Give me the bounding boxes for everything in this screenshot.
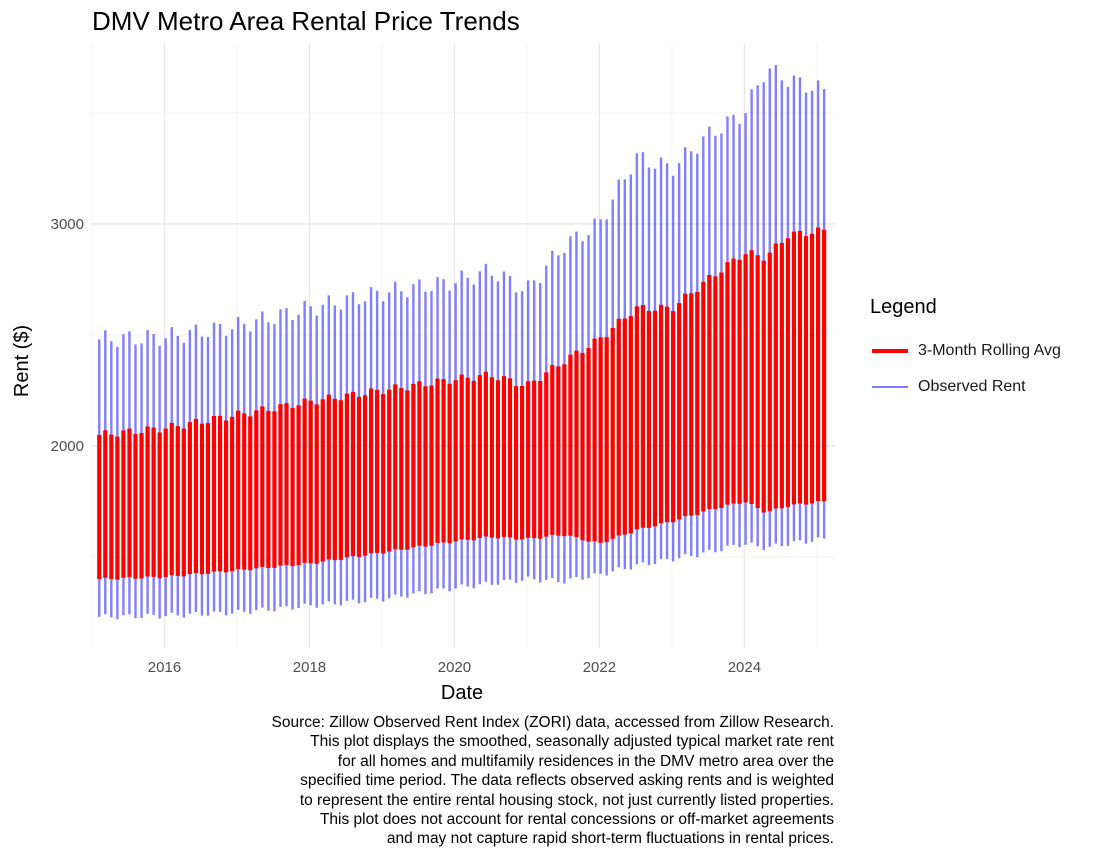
y-tick-label: 3000 <box>51 216 84 233</box>
caption-line: Source: Zillow Observed Rent Index (ZORI… <box>271 713 834 732</box>
caption-line: This plot does not account for rental co… <box>271 810 834 829</box>
legend-item-rolling-avg: 3-Month Rolling Avg <box>870 333 1061 369</box>
caption-line: to represent the entire rental housing s… <box>271 791 834 810</box>
legend-item-observed-rent: Observed Rent <box>870 369 1061 405</box>
caption-line: for all homes and multifamily residences… <box>271 752 834 771</box>
x-axis-title: Date <box>441 682 483 700</box>
legend-key-rolling-avg <box>870 345 910 357</box>
x-tick-label: 2022 <box>583 659 616 676</box>
legend: Legend 3-Month Rolling Avg Observed Rent <box>870 296 1061 405</box>
x-tick-label: 2024 <box>728 659 761 676</box>
legend-label-observed-rent: Observed Rent <box>918 378 1026 396</box>
legend-label-rolling-avg: 3-Month Rolling Avg <box>918 342 1061 360</box>
y-tick-label: 2000 <box>51 438 84 455</box>
caption-line: specified time period. The data reflects… <box>271 771 834 790</box>
legend-key-observed-rent <box>870 381 910 393</box>
series-layer <box>99 65 824 619</box>
caption-line: and may not capture rapid short-term flu… <box>271 829 834 848</box>
legend-title: Legend <box>870 296 1061 319</box>
x-tick-label: 2016 <box>148 659 181 676</box>
caption-line: This plot displays the smoothed, seasona… <box>271 732 834 751</box>
x-tick-label: 2018 <box>293 659 326 676</box>
x-tick-label: 2020 <box>438 659 471 676</box>
caption: Source: Zillow Observed Rent Index (ZORI… <box>271 713 834 849</box>
y-axis-title: Rent ($) <box>11 325 33 397</box>
